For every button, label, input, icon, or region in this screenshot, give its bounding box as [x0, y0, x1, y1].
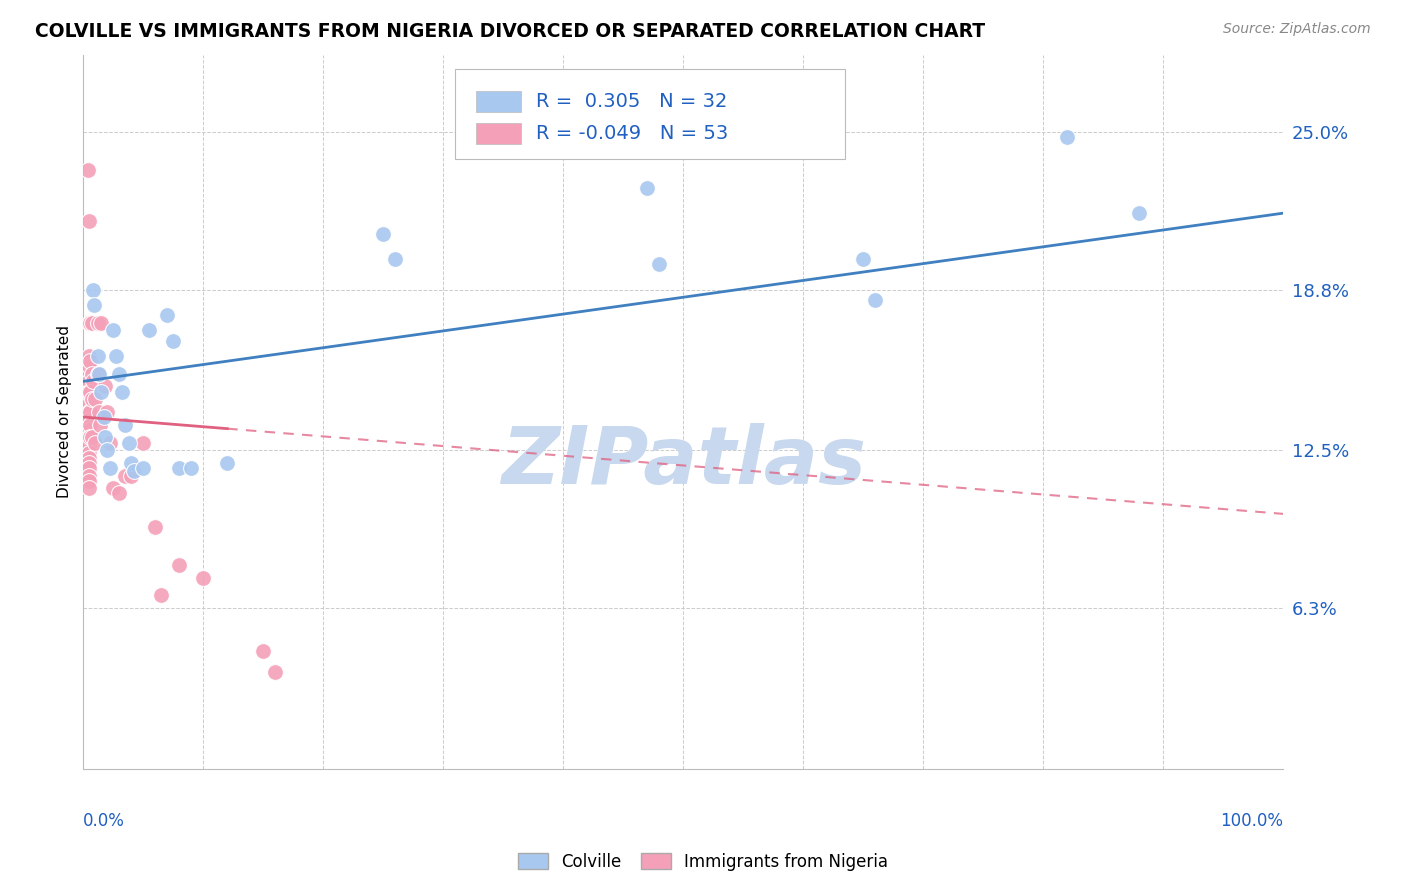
Point: [89, 417, 111, 432]
Point: [79, 461, 101, 475]
Point: [79, 430, 101, 444]
Point: [118, 435, 141, 450]
Point: [114, 417, 136, 432]
Point: [104, 349, 127, 363]
Point: [87, 367, 110, 381]
Text: 100.0%: 100.0%: [1220, 812, 1284, 830]
Text: R =  0.305   N = 32: R = 0.305 N = 32: [536, 92, 727, 111]
Point: [108, 367, 131, 381]
Point: [120, 456, 142, 470]
Point: [150, 589, 173, 603]
Point: [79, 412, 101, 426]
Point: [96, 443, 118, 458]
Point: [169, 558, 191, 572]
Point: [1128, 206, 1150, 220]
Point: [79, 456, 101, 470]
Point: [79, 482, 101, 496]
Text: COLVILLE VS IMMIGRANTS FROM NIGERIA DIVORCED OR SEPARATED CORRELATION CHART: COLVILLE VS IMMIGRANTS FROM NIGERIA DIVO…: [35, 22, 986, 41]
Point: [79, 423, 101, 437]
Point: [80, 392, 103, 407]
Legend: Colville, Immigrants from Nigeria: Colville, Immigrants from Nigeria: [509, 845, 897, 880]
Point: [79, 430, 101, 444]
Point: [79, 384, 101, 399]
Point: [94, 379, 117, 393]
Point: [79, 405, 101, 419]
Text: ZIPatlas: ZIPatlas: [501, 423, 866, 501]
Point: [82, 375, 104, 389]
Point: [96, 405, 118, 419]
Point: [108, 486, 131, 500]
FancyBboxPatch shape: [456, 70, 845, 159]
Point: [86, 367, 108, 381]
Point: [80, 367, 103, 381]
Text: Source: ZipAtlas.com: Source: ZipAtlas.com: [1223, 22, 1371, 37]
Point: [79, 384, 101, 399]
Point: [162, 334, 184, 348]
Point: [138, 323, 160, 337]
Point: [79, 375, 101, 389]
Point: [180, 461, 202, 475]
Point: [169, 461, 191, 475]
Point: [373, 227, 395, 241]
Point: [80, 316, 103, 330]
Point: [648, 257, 671, 271]
Point: [79, 397, 101, 411]
Point: [79, 316, 101, 330]
Point: [82, 283, 104, 297]
Point: [98, 435, 121, 450]
Point: [86, 316, 108, 330]
Point: [80, 430, 103, 444]
Point: [90, 384, 112, 399]
Point: [90, 316, 112, 330]
Point: [94, 430, 117, 444]
Point: [156, 308, 179, 322]
Point: [636, 180, 658, 194]
Point: [384, 252, 406, 266]
Point: [111, 384, 134, 399]
Point: [83, 298, 105, 312]
Point: [103, 482, 125, 496]
Point: [865, 293, 887, 307]
Point: [77, 162, 100, 177]
Point: [79, 438, 101, 452]
Point: [132, 461, 155, 475]
Point: [79, 316, 101, 330]
Point: [852, 252, 875, 266]
Point: [79, 446, 101, 460]
Point: [1056, 129, 1078, 144]
Point: [217, 456, 239, 470]
Point: [143, 519, 166, 533]
Point: [122, 464, 145, 478]
Text: R = -0.049   N = 53: R = -0.049 N = 53: [536, 124, 728, 143]
Point: [79, 359, 101, 373]
Point: [79, 468, 101, 483]
Bar: [475, 123, 522, 145]
Point: [79, 450, 101, 465]
Point: [264, 665, 287, 679]
Bar: [475, 91, 522, 112]
Point: [93, 410, 115, 425]
Point: [84, 435, 107, 450]
Point: [79, 349, 101, 363]
Text: 0.0%: 0.0%: [83, 812, 125, 830]
Point: [79, 354, 101, 368]
Point: [79, 214, 101, 228]
Point: [193, 571, 215, 585]
Point: [86, 349, 108, 363]
Point: [120, 468, 142, 483]
Point: [132, 435, 155, 450]
Point: [79, 405, 101, 419]
Point: [252, 644, 274, 658]
Point: [79, 417, 101, 432]
Point: [103, 323, 125, 337]
Point: [87, 405, 110, 419]
Point: [84, 392, 107, 407]
Point: [98, 461, 121, 475]
Y-axis label: Divorced or Separated: Divorced or Separated: [58, 326, 72, 499]
Point: [114, 468, 136, 483]
Point: [79, 474, 101, 488]
